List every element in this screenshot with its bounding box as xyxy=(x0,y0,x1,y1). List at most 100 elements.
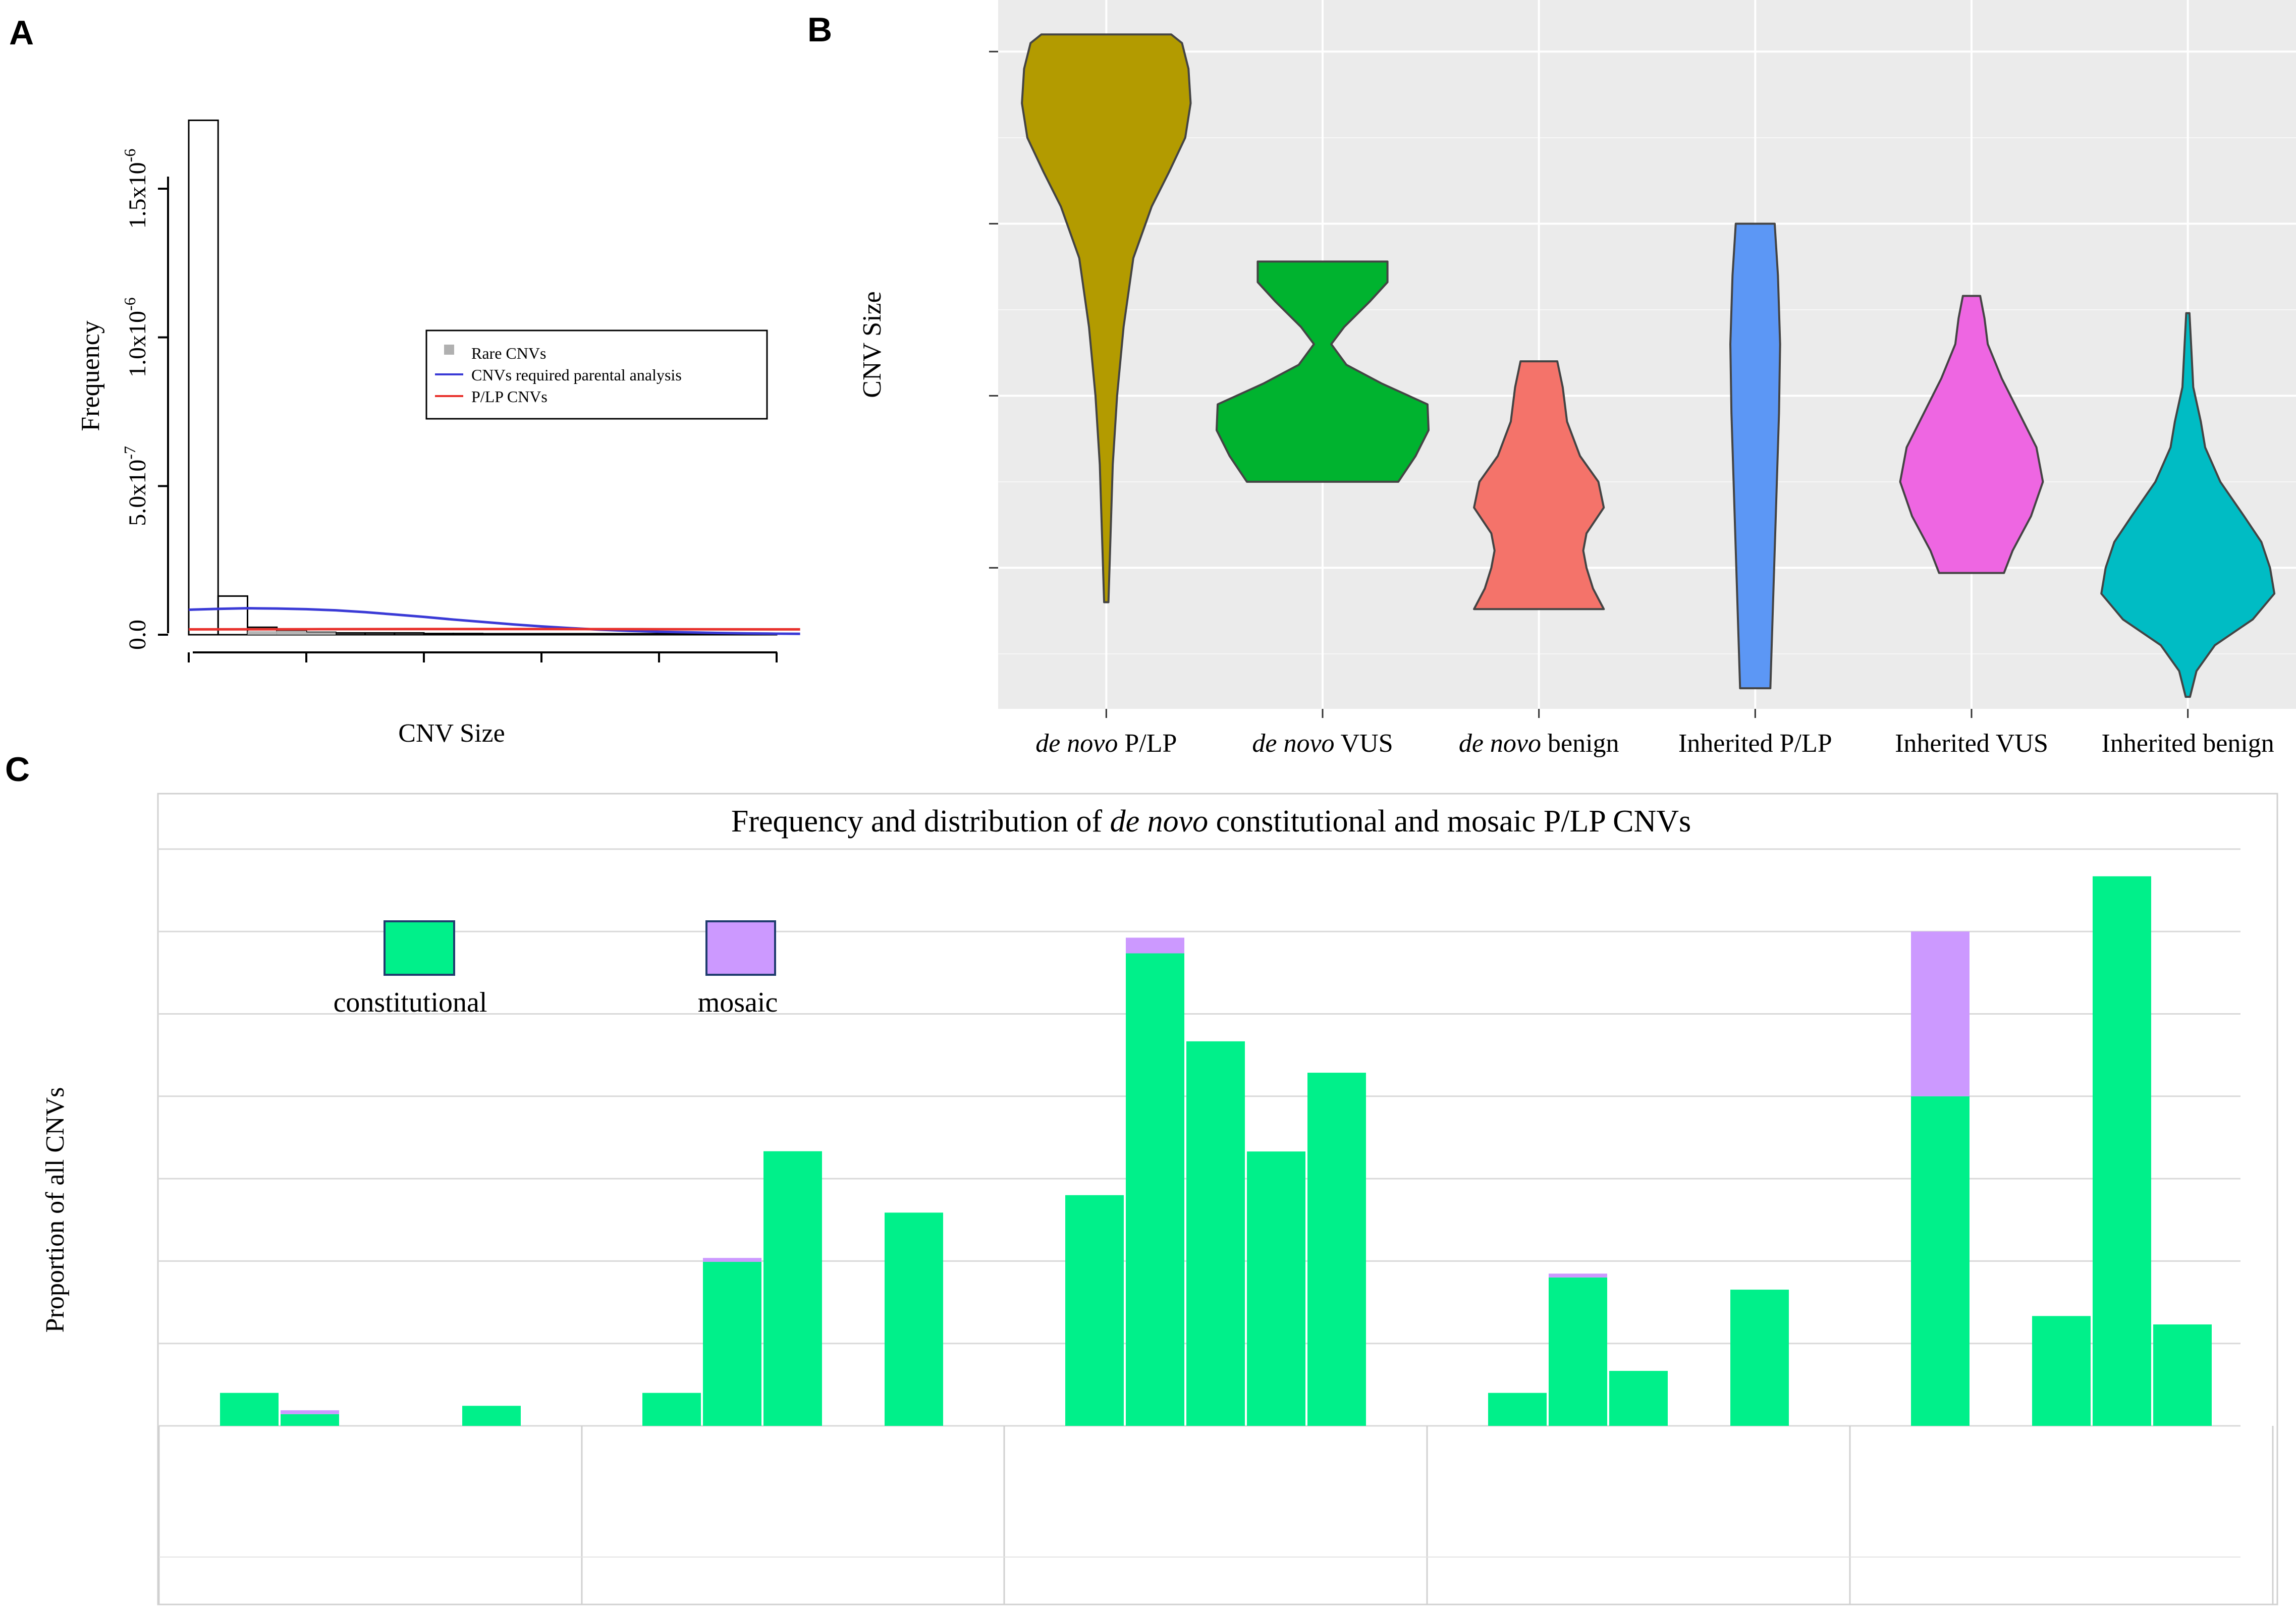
panel-b-violin: de novo P/LP de novo VUS de novo benign Inh… xyxy=(858,0,2296,758)
panel-b-plot-background xyxy=(998,0,2296,709)
mosaic-bar-g1-s1 xyxy=(703,1258,761,1262)
rare-cnvs-legend-label: Rare CNVs xyxy=(471,344,546,362)
constitutional-bar-g0-s4 xyxy=(462,1406,521,1426)
constitutional-bar-g2-s2 xyxy=(1186,1041,1245,1426)
mosaic-legend-swatch xyxy=(705,920,776,976)
mosaic-bar-g2-s1 xyxy=(1126,937,1184,954)
panel-b-category-rest-5: Inherited benign xyxy=(2102,729,2274,758)
panel-a-ytick-label-0: 0.0 xyxy=(124,620,151,650)
mosaic-legend-label: mosaic xyxy=(698,987,778,1018)
constitutional-bar-g4-s2 xyxy=(2032,1316,2091,1426)
parental-legend-label: CNVs required parental analysis xyxy=(471,366,682,384)
constitutional-bar-g2-s1 xyxy=(1126,953,1184,1426)
panel-a-ytick-base-0: 0.0 xyxy=(124,620,151,650)
mosaic-bar-g3-s1 xyxy=(1549,1273,1607,1278)
constitutional-bar-g4-s4 xyxy=(2153,1324,2212,1426)
panel-c-letter: C xyxy=(5,750,30,789)
panel-a-histogram: 0.05.0x10-71.0x10-61.5x10-6 CNV Size Fre… xyxy=(76,119,800,748)
constitutional-bar-g1-s2 xyxy=(763,1151,822,1426)
pathogenic-bin-4 xyxy=(306,632,336,635)
rare-cnvs-bin-13 xyxy=(570,633,601,636)
panel-c-ylabel: Proportion of all CNVs xyxy=(41,1087,70,1333)
constitutional-bar-g3-s2 xyxy=(1609,1371,1668,1426)
pathogenic-bin-2 xyxy=(247,631,277,635)
panel-a-ylabel: Frequency xyxy=(76,320,105,431)
constitutional-bar-g2-s3 xyxy=(1247,1151,1305,1426)
rare-cnvs-bin-9 xyxy=(452,633,483,636)
constitutional-legend-swatch xyxy=(384,920,455,976)
panel-b-category-rest-1: VUS xyxy=(1335,729,1393,758)
plp-cnvs-curve xyxy=(188,628,800,631)
constitutional-legend-label: constitutional xyxy=(334,987,487,1018)
constitutional-bar-g1-s1 xyxy=(703,1261,761,1426)
mosaic-bar-g0-s1 xyxy=(281,1410,339,1414)
panel-b-category-italic-1: de novo xyxy=(1252,729,1334,758)
constitutional-bar-g4-s0 xyxy=(1911,1096,1970,1426)
panel-b-category-rest-3: Inherited P/LP xyxy=(1678,729,1832,758)
panel-a-ytick-base-3: 1.5x10 xyxy=(124,162,151,229)
panel-a-ytick-exponent-1: -7 xyxy=(121,446,139,460)
constitutional-bar-g1-s0 xyxy=(642,1393,701,1426)
violin-3 xyxy=(1729,223,1781,690)
constitutional-bar-g4-s3 xyxy=(2093,876,2151,1426)
panel-b-category-rest-2: benign xyxy=(1541,729,1619,758)
panel-b-category-label-4: Inherited VUS xyxy=(1895,729,2048,758)
panel-c-frame xyxy=(157,793,2278,1605)
constitutional-bar-g2-s4 xyxy=(1307,1073,1366,1426)
violin-1 xyxy=(1215,260,1430,483)
panel-c-title-italic: de novo xyxy=(1110,804,1209,839)
rare-cnvs-bin-1 xyxy=(217,595,248,636)
panel-a-ytick-base-1: 5.0x10 xyxy=(124,460,151,526)
panel-c-bar-chart: Frequency and distribution of de novo co… xyxy=(41,793,2278,1605)
plp-legend-label: P/LP CNVs xyxy=(471,387,548,406)
panel-b-category-label-2: de novo benign xyxy=(1459,729,1619,758)
panel-b-category-label-3: Inherited P/LP xyxy=(1678,729,1832,758)
panel-a-ytick-base-2: 1.0x10 xyxy=(124,311,151,377)
constitutional-bar-g3-s0 xyxy=(1488,1393,1547,1426)
panel-a-letter: A xyxy=(9,14,34,52)
constitutional-bar-g1-s4 xyxy=(885,1212,943,1426)
panel-c-title-post: constitutional and mosaic P/LP CNVs xyxy=(1208,804,1691,839)
panel-a-ytick-exponent-2: -6 xyxy=(121,297,139,311)
panel-a-ytick-exponent-3: -6 xyxy=(121,149,139,162)
panel-a-xlabel: CNV Size xyxy=(398,719,505,748)
panel-b-category-label-0: de novo P/LP xyxy=(1035,729,1177,758)
panel-b-category-label-1: de novo VUS xyxy=(1252,729,1393,758)
constitutional-bar-g0-s0 xyxy=(220,1393,279,1426)
panel-b-category-italic-0: de novo xyxy=(1035,729,1118,758)
panel-a-ytick-label-3: 1.5x10-6 xyxy=(121,149,151,229)
violin-0 xyxy=(1021,33,1192,603)
panel-b-category-italic-2: de novo xyxy=(1459,729,1541,758)
panel-a-legend-box xyxy=(425,329,768,420)
panel-b-letter: B xyxy=(807,11,832,49)
constitutional-bar-g0-s1 xyxy=(281,1414,339,1426)
rare-cnvs-bin-12 xyxy=(540,633,572,636)
violin-2 xyxy=(1473,360,1605,611)
rare-cnvs-bin-11 xyxy=(511,633,542,636)
rare-cnvs-bin-0 xyxy=(188,119,219,636)
constitutional-bar-g3-s1 xyxy=(1549,1277,1607,1426)
rare-cnvs-bin-5 xyxy=(335,632,366,636)
rare-cnvs-bin-6 xyxy=(364,632,396,636)
panel-a-ytick-label-2: 1.0x10-6 xyxy=(121,297,151,377)
violin-5 xyxy=(2100,312,2276,698)
rare-cnvs-bin-7 xyxy=(394,632,425,636)
panel-a-legend: Rare CNVs CNVs required parental analysi… xyxy=(425,329,768,420)
panel-b-ylabel: CNV Size xyxy=(858,291,887,398)
constitutional-bar-g3-s4 xyxy=(1730,1290,1789,1426)
rare-cnvs-bin-15 xyxy=(629,633,660,636)
panel-b-category-rest-4: Inherited VUS xyxy=(1895,729,2048,758)
panel-b-category-rest-0: P/LP xyxy=(1118,729,1177,758)
constitutional-bar-g2-s0 xyxy=(1065,1195,1124,1426)
panel-c-title: Frequency and distribution of de novo co… xyxy=(731,804,1691,839)
panel-a-ytick-label-1: 5.0x10-7 xyxy=(121,446,151,526)
parental-analysis-curve xyxy=(188,607,800,635)
violin-4 xyxy=(1899,295,2044,574)
pathogenic-bin-3 xyxy=(277,631,306,635)
rare-cnvs-bin-14 xyxy=(599,633,631,636)
rare-cnvs-bin-16 xyxy=(658,633,689,636)
panel-b-category-label-5: Inherited benign xyxy=(2102,729,2274,758)
rare-cnvs-bin-10 xyxy=(482,633,513,636)
